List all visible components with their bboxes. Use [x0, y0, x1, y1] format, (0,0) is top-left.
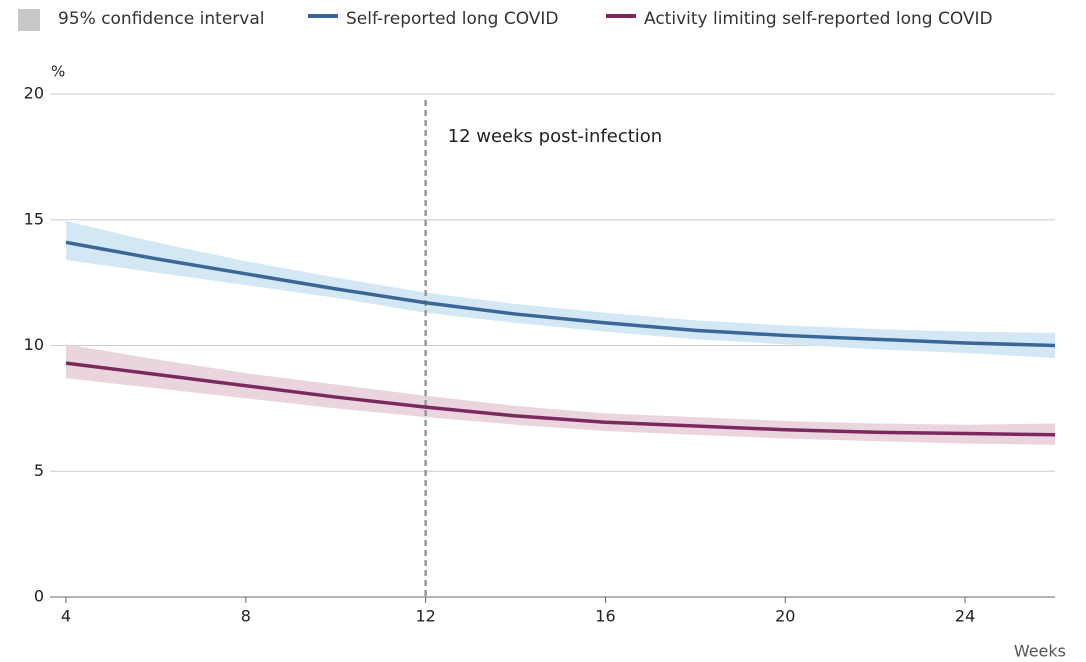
annotation-text: 12 weeks post-infection [448, 126, 663, 147]
x-tick-label: 12 [415, 607, 435, 626]
legend-label: Activity limiting self-reported long COV… [644, 9, 993, 29]
line [65, 240, 1056, 348]
legend: 95% confidence interval Self-reported lon… [18, 9, 993, 31]
y-tick-label: 20 [24, 84, 44, 103]
confidence-band [66, 221, 1055, 359]
line [65, 361, 1056, 437]
confidence-band [66, 344, 1055, 445]
x-tick-label: 20 [775, 607, 795, 626]
y-tick-label: 0 [34, 587, 44, 606]
x-tick-label: 4 [61, 607, 71, 626]
legend-swatch [18, 9, 40, 31]
legend-label: Self-reported long COVID [346, 9, 559, 29]
y-tick-label: 15 [24, 209, 44, 228]
y-tick-label: 5 [34, 461, 44, 480]
x-tick-label: 16 [595, 607, 615, 626]
y-tick-label: 10 [24, 335, 44, 354]
x-tick-label: 24 [955, 607, 975, 626]
x-tick-label: 8 [241, 607, 251, 626]
legend-label: 95% confidence interval [58, 9, 264, 29]
x-axis-label: Weeks [1014, 642, 1066, 661]
y-unit: % [51, 63, 65, 81]
